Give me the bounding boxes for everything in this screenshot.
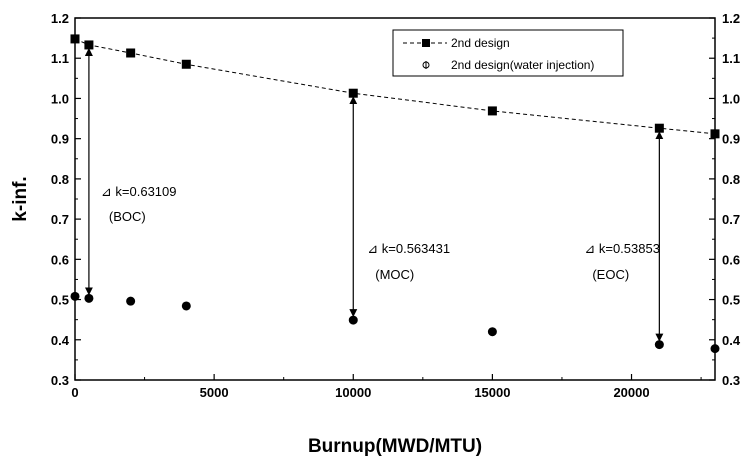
point-2nd-design — [348, 88, 358, 98]
y-tick-label-left: 1.0 — [51, 91, 69, 106]
y-tick-label-right: 0.9 — [722, 132, 740, 147]
y-tick-label-right: 0.6 — [722, 252, 740, 267]
point-2nd-design-water-injection — [348, 315, 358, 325]
delta-k-phase-label: (BOC) — [109, 209, 146, 224]
legend: 2nd design 2nd design(water injection) — [392, 29, 624, 77]
legend-label-series-2: 2nd design(water injection) — [451, 58, 594, 72]
y-tick-label-right: 0.5 — [722, 293, 740, 308]
delta-k-label: ⊿ k=0.53853 — [584, 241, 660, 256]
delta-k-label: ⊿ k=0.63109 — [101, 184, 177, 199]
y-tick-label-left: 0.9 — [51, 132, 69, 147]
y-tick-label-right: 0.3 — [722, 373, 740, 388]
y-tick-label-right: 1.2 — [722, 11, 740, 26]
point-2nd-design-water-injection — [710, 344, 720, 354]
point-2nd-design-water-injection — [70, 291, 80, 301]
y-tick-label-left: 0.5 — [51, 293, 69, 308]
y-tick-label-left: 0.3 — [51, 373, 69, 388]
point-2nd-design — [710, 129, 720, 139]
legend-square-marker — [422, 39, 430, 47]
x-tick-label: 5000 — [200, 385, 229, 400]
series-line-2nd-design — [74, 38, 716, 135]
y-tick-label-right: 0.8 — [722, 172, 740, 187]
y-axis-right: 0.3 0.4 0.5 0.6 0.7 0.8 0.9 1.0 1.1 1.2 — [709, 11, 741, 388]
y-tick-label-left: 0.6 — [51, 252, 69, 267]
point-2nd-design-water-injection — [126, 296, 136, 306]
point-2nd-design-water-injection — [181, 301, 191, 311]
y-tick-label-left: 1.2 — [51, 11, 69, 26]
x-axis: 0 5000 10000 15000 20000 — [71, 374, 702, 400]
x-tick-label: 20000 — [613, 385, 649, 400]
point-2nd-design — [126, 48, 136, 58]
y-tick-label-left: 0.4 — [51, 333, 70, 348]
x-tick-label: 15000 — [474, 385, 510, 400]
delta-k-label: ⊿ k=0.563431 — [367, 241, 450, 256]
legend-box — [392, 29, 624, 77]
x-tick-label: 0 — [71, 385, 78, 400]
y-axis-left: 0.3 0.4 0.5 0.6 0.7 0.8 0.9 1.0 1.1 1.2 — [51, 11, 81, 388]
delta-k-phase-label: (EOC) — [592, 267, 629, 282]
legend-label-series-1: 2nd design — [451, 36, 510, 50]
x-tick-label: 10000 — [335, 385, 371, 400]
point-2nd-design — [487, 106, 497, 116]
annotation-layer: ⊿ k=0.63109 (BOC) ⊿ k=0.563431 (MOC) ⊿ k=0.5… — [84, 47, 664, 342]
point-2nd-design-water-injection — [487, 327, 497, 337]
point-2nd-design-water-injection — [84, 293, 94, 303]
y-tick-label-left: 0.8 — [51, 172, 69, 187]
delta-k-phase-label: (MOC) — [375, 267, 414, 282]
y-axis-title: k-inf. — [10, 176, 31, 221]
point-2nd-design — [84, 40, 94, 50]
y-tick-label-left: 1.1 — [51, 51, 69, 66]
series-layer — [70, 34, 720, 354]
point-2nd-design-water-injection — [654, 340, 664, 350]
y-tick-label-right: 1.1 — [722, 51, 740, 66]
y-tick-label-left: 0.7 — [51, 212, 69, 227]
y-tick-label-right: 0.4 — [722, 333, 741, 348]
y-tick-label-right: 1.0 — [722, 91, 740, 106]
point-2nd-design — [181, 59, 191, 69]
y-tick-label-right: 0.7 — [722, 212, 740, 227]
x-axis-title: Burnup(MWD/MTU) — [308, 436, 482, 457]
point-2nd-design — [70, 34, 80, 44]
point-2nd-design — [654, 123, 664, 133]
